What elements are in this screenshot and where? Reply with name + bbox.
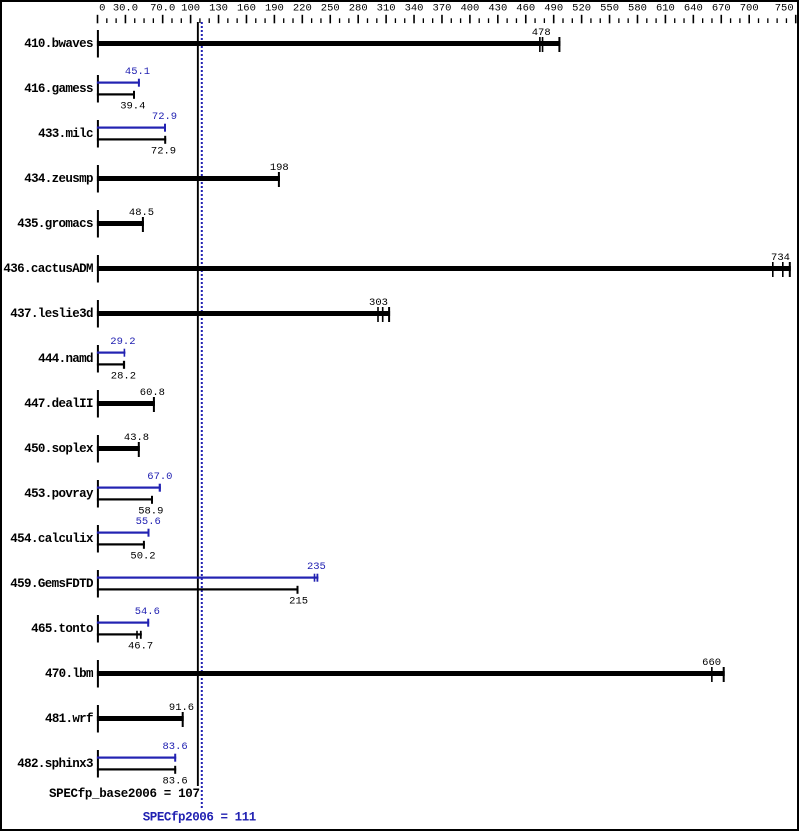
svg-text:55.6: 55.6 (136, 516, 161, 528)
svg-text:250: 250 (321, 3, 340, 15)
svg-text:465.tonto: 465.tonto (31, 622, 93, 636)
svg-text:400: 400 (460, 3, 479, 15)
svg-text:459.GemsFDTD: 459.GemsFDTD (10, 577, 94, 591)
svg-text:520: 520 (572, 3, 591, 15)
svg-text:215: 215 (289, 596, 308, 608)
svg-text:54.6: 54.6 (135, 606, 160, 618)
svg-text:45.1: 45.1 (125, 66, 150, 78)
svg-text:433.milc: 433.milc (38, 127, 93, 141)
svg-text:310: 310 (377, 3, 396, 15)
svg-text:453.povray: 453.povray (24, 487, 94, 501)
svg-text:430: 430 (488, 3, 507, 15)
svg-text:700: 700 (740, 3, 759, 15)
svg-text:58.9: 58.9 (138, 506, 163, 518)
svg-text:435.gromacs: 435.gromacs (17, 217, 93, 231)
svg-text:434.zeusmp: 434.zeusmp (24, 172, 93, 186)
svg-text:410.bwaves: 410.bwaves (24, 37, 93, 51)
svg-text:447.dealII: 447.dealII (24, 397, 93, 411)
svg-text:29.2: 29.2 (110, 336, 135, 348)
svg-text:303: 303 (369, 297, 388, 309)
svg-text:60.8: 60.8 (140, 387, 165, 399)
svg-text:0: 0 (99, 3, 105, 15)
svg-text:280: 280 (349, 3, 368, 15)
svg-text:50.2: 50.2 (130, 551, 155, 563)
svg-text:130: 130 (209, 3, 228, 15)
svg-text:43.8: 43.8 (124, 432, 149, 444)
svg-text:450.soplex: 450.soplex (24, 442, 94, 456)
svg-text:490: 490 (544, 3, 563, 15)
svg-text:610: 610 (656, 3, 675, 15)
svg-text:48.5: 48.5 (129, 207, 154, 219)
svg-text:SPECfp_base2006 = 107: SPECfp_base2006 = 107 (49, 787, 200, 801)
svg-text:370: 370 (433, 3, 452, 15)
svg-text:580: 580 (628, 3, 647, 15)
svg-text:30.0: 30.0 (113, 3, 138, 15)
svg-text:482.sphinx3: 482.sphinx3 (17, 757, 93, 771)
svg-text:83.6: 83.6 (163, 741, 188, 753)
svg-text:70.0: 70.0 (150, 3, 175, 15)
svg-text:444.namd: 444.namd (38, 352, 93, 366)
svg-text:478: 478 (532, 27, 551, 39)
svg-text:734: 734 (771, 252, 790, 264)
svg-text:235: 235 (307, 561, 326, 573)
svg-text:670: 670 (712, 3, 731, 15)
svg-text:28.2: 28.2 (111, 371, 136, 383)
svg-text:340: 340 (405, 3, 424, 15)
svg-text:160: 160 (237, 3, 256, 15)
svg-text:67.0: 67.0 (147, 471, 172, 483)
svg-text:750: 750 (775, 3, 794, 15)
svg-text:46.7: 46.7 (128, 641, 153, 653)
svg-text:437.leslie3d: 437.leslie3d (10, 307, 93, 321)
svg-text:454.calculix: 454.calculix (10, 532, 94, 546)
svg-text:660: 660 (702, 657, 721, 669)
svg-text:72.9: 72.9 (151, 146, 176, 158)
svg-text:550: 550 (600, 3, 619, 15)
svg-text:640: 640 (684, 3, 703, 15)
svg-text:470.lbm: 470.lbm (45, 667, 94, 681)
svg-text:SPECfp2006 = 111: SPECfp2006 = 111 (143, 811, 257, 825)
svg-text:100: 100 (181, 3, 200, 15)
svg-text:83.6: 83.6 (163, 776, 188, 788)
svg-text:436.cactusADM: 436.cactusADM (3, 262, 93, 276)
svg-text:72.9: 72.9 (152, 111, 177, 123)
svg-text:481.wrf: 481.wrf (45, 712, 94, 726)
svg-text:198: 198 (270, 162, 289, 174)
svg-text:416.gamess: 416.gamess (24, 82, 93, 96)
svg-text:190: 190 (265, 3, 284, 15)
svg-text:220: 220 (293, 3, 312, 15)
svg-text:39.4: 39.4 (120, 101, 145, 113)
svg-text:460: 460 (516, 3, 535, 15)
svg-text:91.6: 91.6 (169, 702, 194, 714)
